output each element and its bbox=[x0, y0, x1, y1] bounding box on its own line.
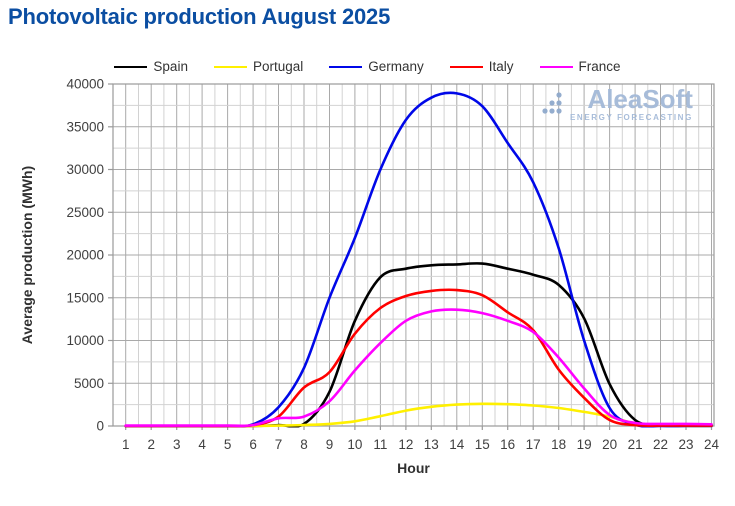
legend-item-italy: Italy bbox=[449, 59, 514, 75]
x-tick-label: 23 bbox=[678, 437, 693, 452]
x-tick-label: 2 bbox=[147, 437, 155, 452]
x-tick-label: 4 bbox=[198, 437, 206, 452]
legend-swatch-germany bbox=[329, 66, 363, 68]
x-tick-label: 16 bbox=[500, 437, 515, 452]
legend-item-germany: Germany bbox=[329, 60, 424, 74]
series-line-france bbox=[124, 308, 713, 428]
legend-label: Portugal bbox=[252, 59, 304, 75]
x-tick-label: 21 bbox=[628, 437, 643, 452]
y-tick-label: 20000 bbox=[66, 248, 104, 263]
x-tick-label: 20 bbox=[602, 437, 617, 452]
y-axis-title: Average production (MWh) bbox=[19, 166, 35, 344]
x-tick-label: 9 bbox=[326, 437, 334, 452]
legend-swatch-portugal bbox=[213, 66, 247, 68]
x-tick-label: 19 bbox=[577, 437, 592, 452]
legend-label: Italy bbox=[488, 59, 514, 75]
x-tick-label: 14 bbox=[449, 437, 465, 452]
y-tick-label: 40000 bbox=[66, 77, 104, 92]
legend-label: France bbox=[578, 59, 621, 75]
x-tick-label: 22 bbox=[653, 437, 668, 452]
legend-swatch-france bbox=[539, 66, 573, 68]
x-tick-label: 8 bbox=[300, 437, 308, 452]
y-tick-label: 25000 bbox=[66, 205, 104, 220]
x-tick-label: 15 bbox=[475, 437, 490, 452]
y-tick-label: 5000 bbox=[74, 376, 104, 391]
legend-label: Spain bbox=[153, 59, 188, 75]
x-tick-label: 12 bbox=[398, 437, 413, 452]
legend-label: Germany bbox=[368, 59, 424, 75]
x-tick-label: 17 bbox=[526, 437, 541, 452]
x-tick-label: 6 bbox=[249, 437, 257, 452]
x-tick-label: 18 bbox=[551, 437, 566, 452]
x-axis-title: Hour bbox=[397, 460, 430, 476]
y-tick-label: 30000 bbox=[66, 162, 104, 177]
x-tick-label: 5 bbox=[224, 437, 232, 452]
x-tick-label: 11 bbox=[373, 437, 387, 452]
y-tick-label: 15000 bbox=[66, 290, 104, 305]
legend-swatch-spain bbox=[114, 66, 148, 68]
x-tick-label: 7 bbox=[275, 437, 283, 452]
x-tick-label: 10 bbox=[347, 437, 362, 452]
y-tick-label: 0 bbox=[96, 419, 104, 434]
x-tick-label: 24 bbox=[704, 437, 720, 452]
legend-item-spain: Spain bbox=[114, 60, 188, 74]
x-tick-label: 13 bbox=[424, 437, 439, 452]
legend-swatch-italy bbox=[449, 66, 483, 68]
legend-item-portugal: Portugal bbox=[213, 59, 304, 75]
chart-title: Photovoltaic production August 2025 bbox=[8, 4, 391, 29]
y-tick-label: 10000 bbox=[66, 333, 104, 348]
x-tick-label: 3 bbox=[173, 437, 181, 452]
x-tick-label: 1 bbox=[122, 437, 130, 452]
chart-legend: Spain Portugal Germany Italy France bbox=[0, 57, 735, 77]
legend-item-france: France bbox=[539, 59, 621, 75]
y-tick-label: 35000 bbox=[66, 119, 104, 134]
